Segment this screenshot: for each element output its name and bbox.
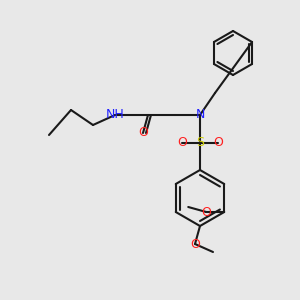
FancyBboxPatch shape xyxy=(195,110,205,119)
Text: O: O xyxy=(201,206,211,218)
FancyBboxPatch shape xyxy=(195,139,205,148)
Text: NH: NH xyxy=(106,109,124,122)
FancyBboxPatch shape xyxy=(138,129,148,137)
FancyBboxPatch shape xyxy=(190,239,200,248)
Text: O: O xyxy=(138,127,148,140)
FancyBboxPatch shape xyxy=(177,139,187,148)
Text: O: O xyxy=(213,136,223,149)
Text: O: O xyxy=(177,136,187,149)
FancyBboxPatch shape xyxy=(108,110,122,120)
Text: N: N xyxy=(195,109,205,122)
Text: S: S xyxy=(196,136,204,149)
Text: O: O xyxy=(190,238,200,250)
FancyBboxPatch shape xyxy=(201,208,211,217)
FancyBboxPatch shape xyxy=(213,139,223,148)
